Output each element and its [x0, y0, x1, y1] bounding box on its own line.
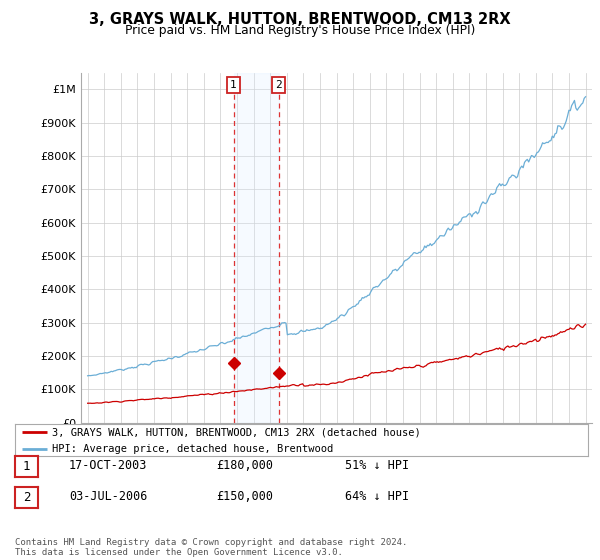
Text: 3, GRAYS WALK, HUTTON, BRENTWOOD, CM13 2RX: 3, GRAYS WALK, HUTTON, BRENTWOOD, CM13 2…: [89, 12, 511, 27]
Text: Contains HM Land Registry data © Crown copyright and database right 2024.
This d: Contains HM Land Registry data © Crown c…: [15, 538, 407, 557]
Text: 17-OCT-2003: 17-OCT-2003: [69, 459, 148, 473]
Text: 03-JUL-2006: 03-JUL-2006: [69, 490, 148, 503]
Bar: [233, 73, 278, 423]
Text: £150,000: £150,000: [216, 490, 273, 503]
Text: Price paid vs. HM Land Registry's House Price Index (HPI): Price paid vs. HM Land Registry's House …: [125, 24, 475, 36]
Text: £180,000: £180,000: [216, 459, 273, 473]
Text: HPI: Average price, detached house, Brentwood: HPI: Average price, detached house, Bren…: [52, 444, 334, 454]
Text: 1: 1: [23, 460, 30, 473]
Text: 1: 1: [230, 80, 237, 90]
Text: 64% ↓ HPI: 64% ↓ HPI: [345, 490, 409, 503]
Text: 3, GRAYS WALK, HUTTON, BRENTWOOD, CM13 2RX (detached house): 3, GRAYS WALK, HUTTON, BRENTWOOD, CM13 2…: [52, 427, 421, 437]
Text: 51% ↓ HPI: 51% ↓ HPI: [345, 459, 409, 473]
Text: 2: 2: [23, 491, 30, 504]
Text: 2: 2: [275, 80, 282, 90]
